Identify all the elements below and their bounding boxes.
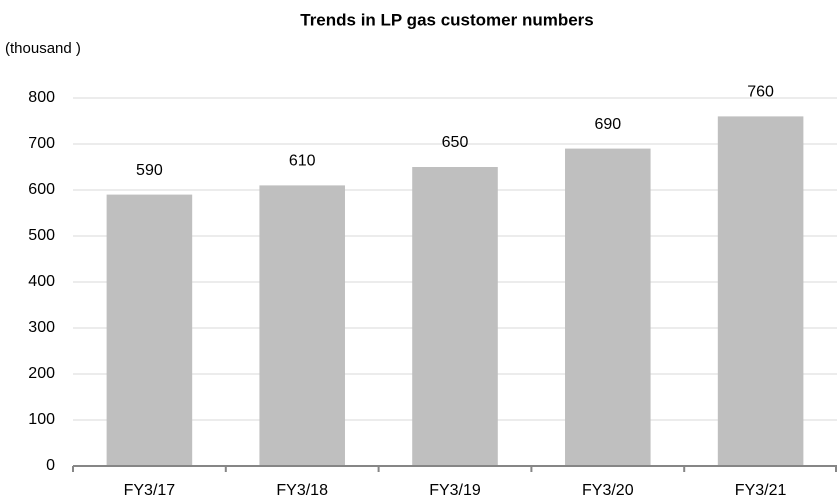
y-tick-label: 300 [28, 319, 55, 336]
bar [412, 167, 498, 466]
data-label: 590 [136, 162, 163, 179]
data-label: 650 [442, 134, 469, 151]
chart-title: Trends in LP gas customer numbers [300, 10, 594, 29]
y-axis-label: (thousand ) [5, 40, 81, 57]
y-tick-label: 0 [46, 457, 55, 474]
y-tick-label: 200 [28, 365, 55, 382]
bar [106, 194, 193, 466]
x-tick-label: FY3/21 [735, 482, 787, 499]
y-tick-label: 400 [28, 273, 55, 290]
x-tick-label: FY3/18 [276, 482, 328, 499]
y-tick-label: 700 [28, 135, 55, 152]
data-label: 760 [747, 84, 774, 101]
y-tick-label: 800 [28, 89, 55, 106]
y-tick-label: 100 [28, 411, 55, 428]
x-tick-label: FY3/17 [124, 482, 176, 499]
bar [259, 185, 345, 466]
bar [717, 116, 804, 467]
y-tick-label: 500 [28, 227, 55, 244]
bar [565, 148, 651, 466]
x-tick-label: FY3/19 [429, 482, 481, 499]
y-tick-label: 600 [28, 181, 55, 198]
data-label: 610 [289, 153, 316, 170]
data-label: 690 [594, 116, 621, 133]
x-tick-label: FY3/20 [582, 482, 634, 499]
